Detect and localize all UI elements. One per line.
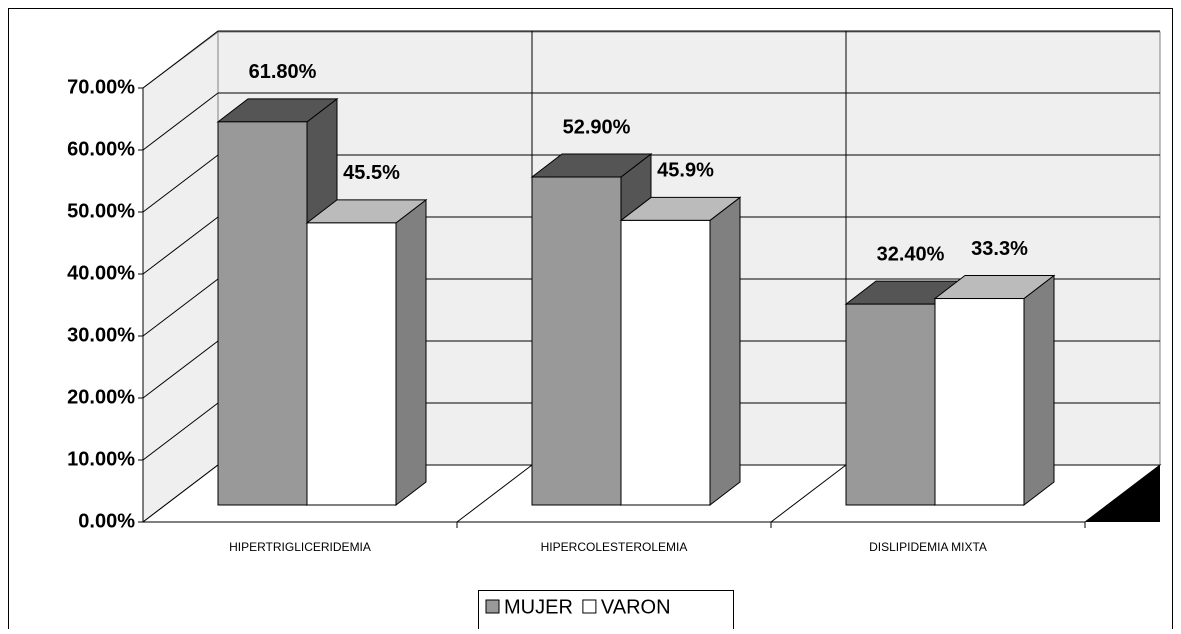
y-tick-label: 0.00% (78, 510, 135, 532)
bar (531, 176, 622, 506)
data-label: 61.80% (249, 61, 317, 83)
data-label: 45.5% (343, 162, 400, 184)
floor-edge (1085, 465, 1160, 522)
grid-line (142, 154, 219, 213)
y-tick-label: 70.00% (67, 76, 135, 98)
y-tick-label: 30.00% (67, 324, 135, 346)
legend-label: VARON (601, 596, 671, 618)
y-tick-label: 40.00% (67, 262, 135, 284)
x-tick-label: HIPERCOLESTEROLEMIA (541, 540, 688, 554)
bar (845, 303, 936, 506)
y-tick-label: 60.00% (67, 138, 135, 160)
bar (934, 298, 1025, 506)
data-label: 32.40% (877, 243, 945, 265)
data-label: 45.9% (657, 160, 714, 182)
floor-divider (770, 464, 847, 523)
bar-side (709, 196, 741, 507)
grid-line (142, 92, 219, 151)
grid-line (142, 278, 219, 337)
grid-line (142, 402, 219, 461)
legend-label: MUJER (504, 596, 573, 618)
y-tick-label: 10.00% (67, 448, 135, 470)
grid-line (142, 30, 219, 89)
side-wall (142, 31, 219, 524)
bar-side (1023, 274, 1055, 507)
bar (306, 222, 397, 506)
y-tick-label: 20.00% (67, 386, 135, 408)
floor-divider (456, 464, 533, 523)
bar (217, 121, 308, 506)
grid-line (142, 340, 219, 399)
y-tick-label: 50.00% (67, 200, 135, 222)
legend-box (478, 590, 734, 634)
legend-swatch (485, 599, 500, 614)
bar (620, 219, 711, 506)
data-label: 52.90% (563, 116, 631, 138)
x-tick-label: DISLIPIDEMIA MIXTA (869, 540, 987, 554)
grid-line (142, 216, 219, 275)
legend-swatch (582, 599, 597, 614)
data-label: 33.3% (971, 238, 1028, 260)
x-tick-label: HIPERTRIGLICERIDEMIA (229, 540, 371, 554)
bar-side (395, 198, 427, 507)
